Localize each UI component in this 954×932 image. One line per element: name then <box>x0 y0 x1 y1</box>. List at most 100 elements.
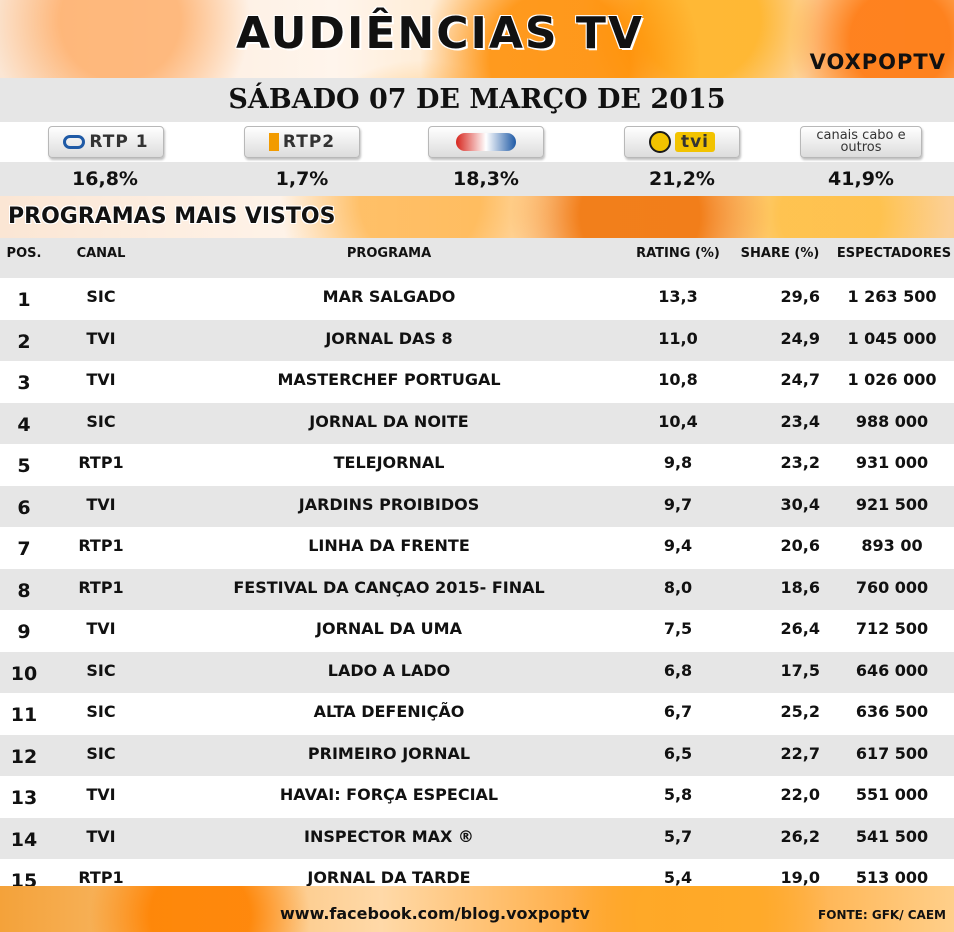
tvi-logo: tvi <box>624 126 740 158</box>
tvi-share: 21,2% <box>649 168 715 190</box>
cell-rating: 5,7 <box>663 826 693 846</box>
table-row: 2 TVI JORNAL DAS 8 11,0 24,9 1 045 000 <box>0 319 954 361</box>
cell-pos: 12 <box>10 745 38 768</box>
column-header-espectadores: ESPECTADORES <box>836 246 952 261</box>
table-row: 7 RTP1 LINHA DA FRENTE 9,4 20,6 893 00 <box>0 527 954 569</box>
cell-pos: 9 <box>17 621 31 643</box>
cell-rating: 6,5 <box>663 743 693 763</box>
cell-canal: SIC <box>86 743 116 763</box>
cable-share: 41,9% <box>828 168 894 190</box>
cell-share: 26,4 <box>780 619 820 638</box>
cell-canal: RTP1 <box>78 453 124 472</box>
cell-rating: 5,4 <box>663 868 693 887</box>
cell-programa: MASTERCHEF PORTUGAL <box>277 370 501 389</box>
cell-pos: 1 <box>17 289 31 311</box>
cell-pos: 6 <box>17 496 31 519</box>
cell-rating: 10,4 <box>658 411 698 431</box>
cell-programa: ALTA DEFENIÇÃO <box>313 702 465 721</box>
cell-rating: 13,3 <box>658 287 698 306</box>
table-row: 10 SIC LADO A LADO 6,8 17,5 646 000 <box>0 651 954 693</box>
table-row: 5 RTP1 TELEJORNAL 9,8 23,2 931 000 <box>0 444 954 486</box>
cell-espectadores: 760 000 <box>855 577 929 597</box>
cell-share: 24,7 <box>780 370 820 389</box>
column-header-programa: PROGRAMA <box>346 246 432 261</box>
ratings-table: 1 SIC MAR SALGADO 13,3 29,6 1 263 500 2 … <box>0 278 954 901</box>
table-row: 15 RTP1 JORNAL DA TARDE 5,4 19,0 513 000 <box>0 859 954 901</box>
footer-url: www.facebook.com/blog.voxpoptv <box>280 904 590 923</box>
cell-rating: 6,7 <box>663 702 693 721</box>
cell-pos: 5 <box>17 455 31 477</box>
sic-logo <box>428 126 544 158</box>
section-title: PROGRAMAS MAIS VISTOS <box>8 204 336 229</box>
rtp2-logo-text: RTP2 <box>282 132 336 152</box>
cell-canal: RTP1 <box>78 536 124 555</box>
table-row: 3 TVI MASTERCHEF PORTUGAL 10,8 24,7 1 02… <box>0 361 954 403</box>
cell-pos: 2 <box>17 330 31 353</box>
table-row: 13 TVI HAVAI: FORÇA ESPECIAL 5,8 22,0 55… <box>0 776 954 818</box>
cell-rating: 9,4 <box>663 536 693 555</box>
date-band: SÁBADO 07 DE MARÇO DE 2015 <box>0 78 954 122</box>
cell-canal: TVI <box>86 494 116 514</box>
cell-rating: 7,5 <box>663 619 693 638</box>
cell-pos: 7 <box>17 538 31 560</box>
table-row: 6 TVI JARDINS PROIBIDOS 9,7 30,4 921 500 <box>0 485 954 527</box>
table-row: 4 SIC JORNAL DA NOITE 10,4 23,4 988 000 <box>0 402 954 444</box>
cell-pos: 3 <box>17 372 31 394</box>
cell-espectadores: 921 500 <box>855 494 929 514</box>
cell-espectadores: 646 000 <box>855 660 929 680</box>
date-label: SÁBADO 07 DE MARÇO DE 2015 <box>228 84 726 115</box>
cell-pos: 10 <box>10 662 38 685</box>
table-row: 11 SIC ALTA DEFENIÇÃO 6,7 25,2 636 500 <box>0 693 954 735</box>
cell-pos: 13 <box>10 787 38 809</box>
cell-share: 30,4 <box>780 494 820 514</box>
cell-programa: LINHA DA FRENTE <box>308 536 470 555</box>
table-row: 1 SIC MAR SALGADO 13,3 29,6 1 263 500 <box>0 278 954 320</box>
cell-espectadores: 1 026 000 <box>847 370 937 389</box>
rtp2-logo: RTP2 <box>244 126 360 158</box>
cell-espectadores: 712 500 <box>855 619 929 638</box>
cell-programa: JORNAL DAS 8 <box>325 328 453 348</box>
cell-canal: SIC <box>86 411 116 431</box>
cell-programa: HAVAI: FORÇA ESPECIAL <box>279 785 499 804</box>
cell-pos: 8 <box>17 579 31 602</box>
rtp1-mark-icon <box>63 135 86 149</box>
cell-canal: TVI <box>86 826 116 846</box>
cell-canal: RTP1 <box>78 577 124 597</box>
cable-logo-text: canais cabo e outros <box>816 128 906 155</box>
cell-espectadores: 513 000 <box>855 868 929 887</box>
cell-programa: PRIMEIRO JORNAL <box>307 743 471 763</box>
cell-rating: 11,0 <box>658 328 698 348</box>
column-header-rating: RATING (%) <box>636 246 720 261</box>
cell-programa: FESTIVAL DA CANÇAO 2015- FINAL <box>233 577 545 597</box>
rtp2-mark-icon <box>268 133 279 151</box>
cell-canal: TVI <box>86 785 116 804</box>
tvi-logo-text: tvi <box>674 132 716 152</box>
sic-share: 18,3% <box>453 168 519 190</box>
cell-espectadores: 551 000 <box>855 785 929 804</box>
cell-share: 29,6 <box>780 287 820 306</box>
cell-share: 19,0 <box>780 868 820 887</box>
cell-rating: 9,7 <box>663 494 693 514</box>
table-row: 12 SIC PRIMEIRO JORNAL 6,5 22,7 617 500 <box>0 734 954 776</box>
rtp2-share: 1,7% <box>275 168 329 190</box>
cell-share: 23,4 <box>780 411 820 431</box>
cell-share: 25,2 <box>780 702 820 721</box>
sic-mark-icon <box>456 133 516 151</box>
cell-espectadores: 893 00 <box>861 536 923 555</box>
footer-background <box>0 886 954 932</box>
cell-rating: 6,8 <box>663 660 693 680</box>
cell-pos: 11 <box>10 704 38 726</box>
cell-espectadores: 1 263 500 <box>847 287 937 306</box>
table-row: 14 TVI INSPECTOR MAX ® 5,7 26,2 541 500 <box>0 817 954 859</box>
cable-logo: canais cabo e outros <box>800 126 922 158</box>
table-row: 9 TVI JORNAL DA UMA 7,5 26,4 712 500 <box>0 610 954 652</box>
cell-programa: MAR SALGADO <box>322 287 456 306</box>
cell-espectadores: 931 000 <box>855 453 929 472</box>
cell-share: 17,5 <box>780 660 820 680</box>
column-header-share: SHARE (%) <box>740 246 820 261</box>
page-title: AUDIÊNCIAS TV <box>236 8 644 59</box>
cell-espectadores: 1 045 000 <box>847 328 937 348</box>
table-header: POS. CANAL PROGRAMA RATING (%) SHARE (%)… <box>0 238 954 278</box>
table-row: 8 RTP1 FESTIVAL DA CANÇAO 2015- FINAL 8,… <box>0 568 954 610</box>
cell-canal: TVI <box>86 619 116 638</box>
